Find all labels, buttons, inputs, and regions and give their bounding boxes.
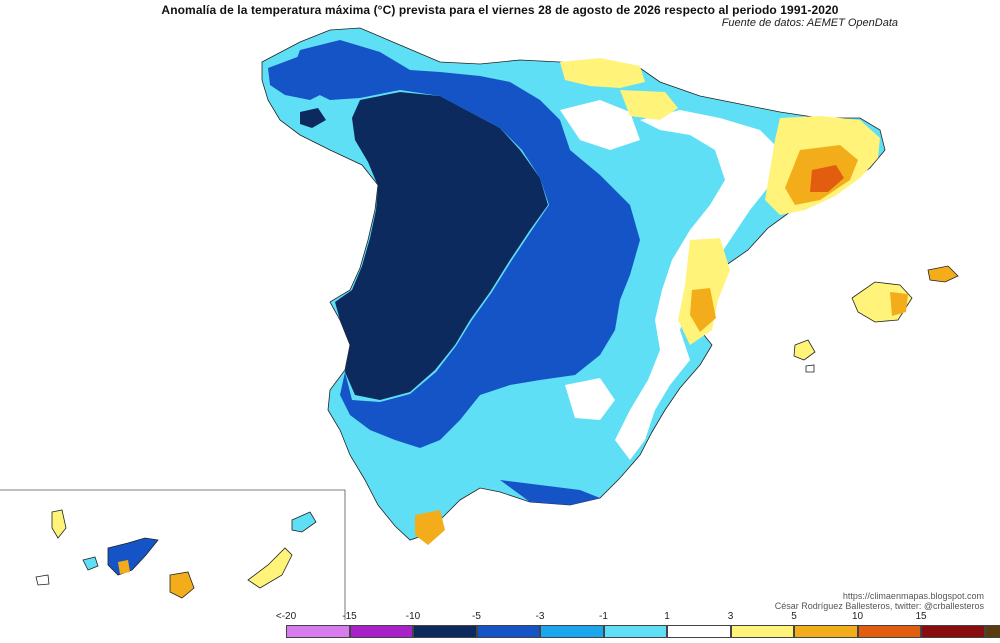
- cold-galicia-patch: [300, 108, 326, 128]
- legend-swatch: [476, 625, 540, 638]
- legend-tick-label: -3: [535, 611, 545, 622]
- cold-north-patch: [268, 56, 330, 100]
- el-hierro: [82, 556, 99, 571]
- legend-tick-label: 10: [851, 611, 864, 622]
- legend-tick-label: -1: [599, 611, 608, 622]
- warm-rioja: [620, 90, 678, 120]
- legend-swatch: [921, 625, 985, 638]
- legend-swatch: [857, 625, 921, 638]
- legend-swatch: [984, 625, 1000, 638]
- author-credit: César Rodríguez Ballesteros, twitter: @c…: [774, 601, 984, 611]
- fuerteventura: [247, 547, 293, 589]
- cold-band: [292, 40, 640, 448]
- legend-swatch: [413, 625, 477, 638]
- neutral-south: [565, 378, 615, 420]
- legend-swatch: [286, 625, 350, 638]
- ibiza: [793, 339, 816, 361]
- gran-canaria: [169, 571, 195, 599]
- legend-tick-label: 15: [915, 611, 927, 622]
- canary-inset-frame: [0, 489, 346, 620]
- la-gomera: [35, 574, 50, 586]
- menorca: [927, 265, 959, 283]
- legend-tick-label: <-20: [275, 611, 297, 622]
- legend-tick-label: -5: [472, 611, 481, 622]
- very-cold-area: [335, 92, 548, 400]
- legend-swatch: [349, 625, 413, 638]
- hot-andalusia: [415, 510, 445, 545]
- legend-tick-label: 3: [727, 611, 734, 622]
- map-title: Anomalía de la temperatura máxima (°C) p…: [161, 3, 839, 17]
- blog-credit: https://climaenmapas.blogspot.com: [842, 591, 984, 601]
- legend-swatch: [730, 625, 794, 638]
- mallorca-hot: [890, 292, 908, 316]
- hot-valencia: [690, 288, 716, 332]
- legend-tick-label: 1: [664, 611, 670, 622]
- legend-tick-label: -10: [405, 611, 421, 622]
- data-source: Fuente de datos: AEMET OpenData: [721, 17, 898, 29]
- la-palma: [51, 509, 67, 539]
- cold-southeast: [500, 480, 600, 505]
- legend-tick-label: 5: [791, 611, 797, 622]
- formentera: [805, 364, 815, 373]
- legend-swatch: [667, 625, 731, 638]
- legend-tick-label: -15: [342, 611, 357, 622]
- legend-swatch: [540, 625, 604, 638]
- very-hot-catalonia: [810, 165, 844, 192]
- legend-swatch: [603, 625, 667, 638]
- legend-swatch: [794, 625, 858, 638]
- tenerife: [107, 537, 159, 576]
- lanzarote: [291, 511, 317, 533]
- tenerife-hot: [118, 560, 130, 574]
- neutral-basque: [560, 100, 640, 150]
- warm-basque: [560, 58, 645, 88]
